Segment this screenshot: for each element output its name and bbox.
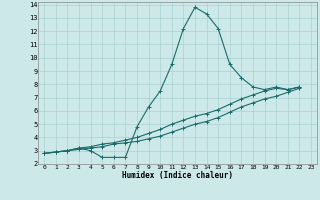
X-axis label: Humidex (Indice chaleur): Humidex (Indice chaleur): [122, 171, 233, 180]
